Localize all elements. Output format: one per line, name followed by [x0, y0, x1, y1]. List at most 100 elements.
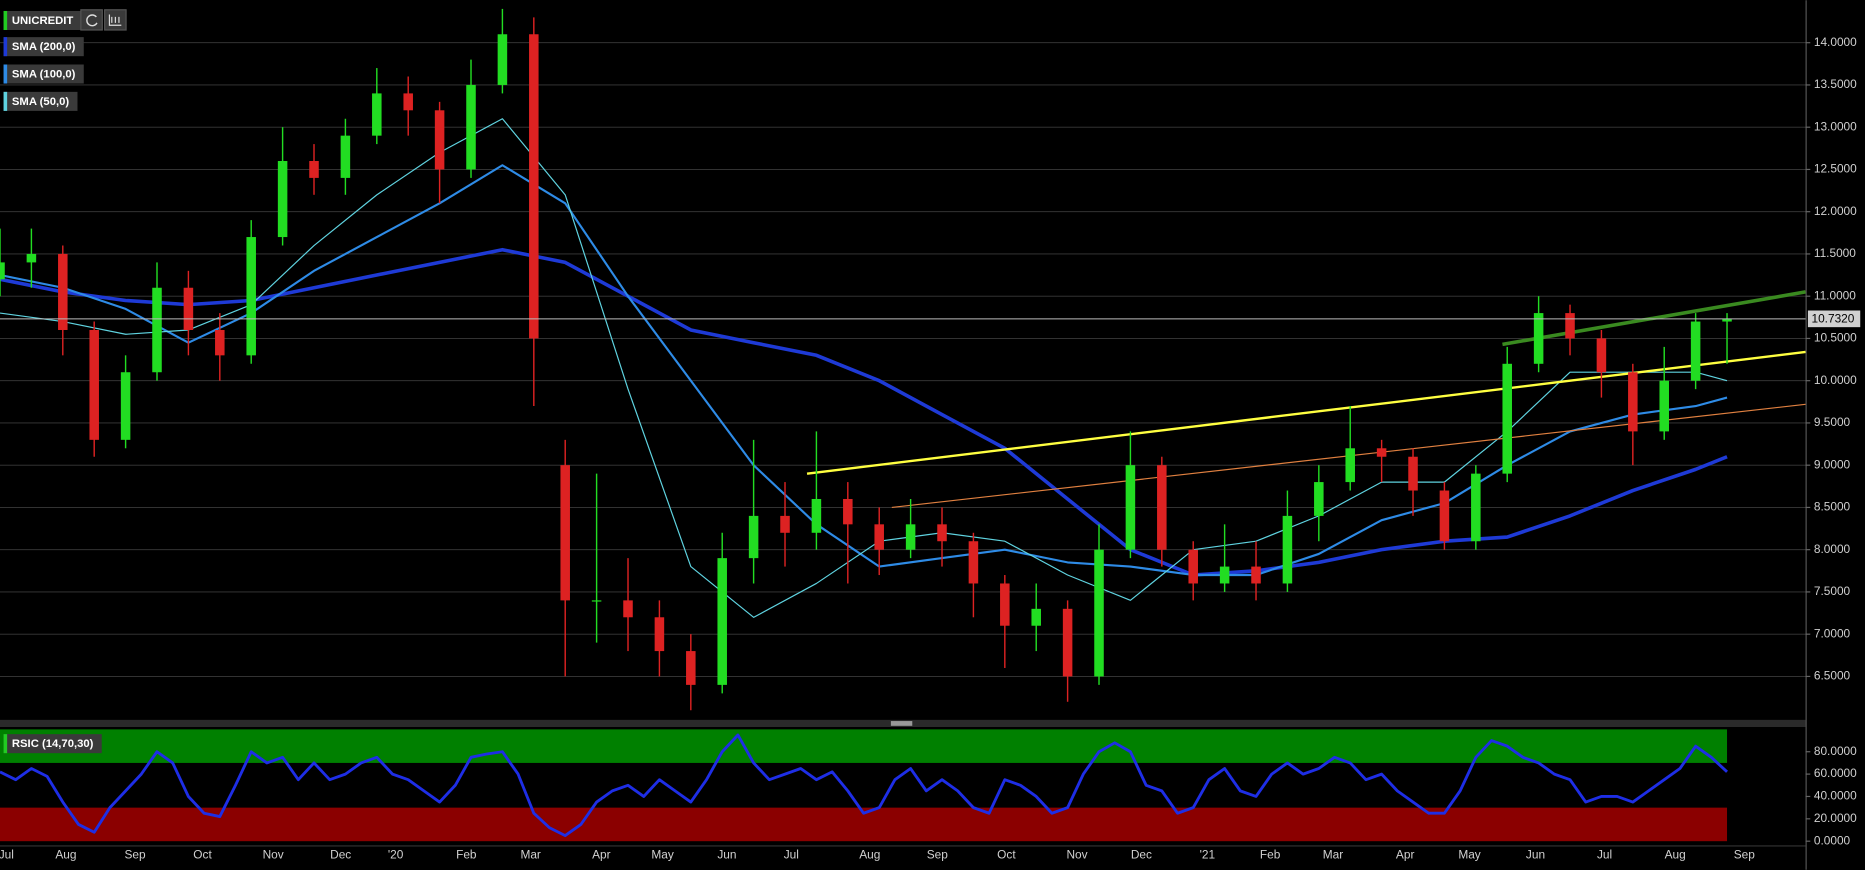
- x-tick-label: May: [651, 848, 673, 862]
- y-tick-label: 12.0000: [1814, 204, 1857, 218]
- x-tick-label: Nov: [263, 848, 284, 862]
- x-tick-label: Feb: [1260, 848, 1281, 862]
- trend-line: [806, 350, 1806, 475]
- x-tick-label: Sep: [124, 848, 146, 862]
- last-price-box: [1807, 310, 1861, 328]
- candle-body: [1565, 313, 1575, 339]
- candle-body: [403, 93, 413, 111]
- candle-body: [717, 558, 727, 685]
- y-tick-label: 11.0000: [1814, 288, 1856, 302]
- legend-swatch: [3, 734, 8, 754]
- x-tick-label: Oct: [193, 848, 212, 862]
- x-tick-label: Jun: [1526, 848, 1545, 862]
- legend-box: [3, 64, 84, 84]
- candle-body: [654, 617, 665, 652]
- candle-body: [937, 524, 947, 542]
- x-tick-label: Jul: [784, 848, 799, 862]
- y-tick-label: 11.5000: [1814, 246, 1856, 260]
- sma-line: [0, 247, 1728, 577]
- legend-label: SMA (200,0): [12, 41, 76, 53]
- legend-item: SMA (200,0): [3, 37, 84, 57]
- x-tick-label: '20: [388, 848, 404, 862]
- x-tick-label: Sep: [927, 848, 949, 862]
- candle-body: [1094, 549, 1104, 677]
- x-tick-label: Dec: [1131, 848, 1152, 862]
- candle-body: [1314, 482, 1324, 516]
- y-tick-label: 9.5000: [1814, 415, 1851, 429]
- candle-body: [120, 372, 131, 440]
- x-tick-label: Jul: [0, 848, 14, 862]
- candle-body: [874, 524, 884, 550]
- candle-body: [780, 515, 790, 533]
- candle-body: [1376, 448, 1387, 457]
- x-tick-label: Feb: [456, 848, 477, 862]
- y-tick-label: 40.0000: [1814, 789, 1857, 803]
- refresh-icon: [86, 14, 98, 27]
- y-tick-label: 10.5000: [1814, 331, 1857, 345]
- y-tick-label: 10.0000: [1814, 373, 1857, 387]
- candle-body: [497, 34, 508, 85]
- x-tick-label: Mar: [520, 848, 540, 862]
- legend-box: [3, 37, 84, 57]
- candle-body: [1188, 549, 1198, 584]
- x-tick-label: Jun: [717, 848, 736, 862]
- last-price-label: 10.7320: [1811, 312, 1854, 326]
- candle-body: [1659, 380, 1669, 432]
- y-tick-label: 9.0000: [1814, 457, 1851, 471]
- separator-handle[interactable]: [890, 721, 913, 726]
- y-tick-label: 6.5000: [1814, 669, 1851, 683]
- settings-icon: [108, 14, 122, 26]
- legend-label: UNICREDIT: [12, 15, 74, 27]
- legend-box: [3, 91, 78, 111]
- refresh-button[interactable]: [80, 9, 103, 31]
- candle-body: [340, 135, 351, 178]
- legend-label: RSIC (14,70,30): [12, 738, 94, 750]
- candle-body: [1722, 319, 1732, 322]
- candle-body: [686, 651, 696, 685]
- y-tick-label: 13.5000: [1814, 77, 1857, 91]
- legend-item: SMA (100,0): [3, 64, 84, 84]
- candle-body: [1471, 473, 1481, 542]
- candle-body: [811, 498, 822, 533]
- x-tick-label: Aug: [1665, 848, 1686, 862]
- candle-body: [277, 161, 288, 238]
- legend-swatch: [3, 10, 8, 31]
- candle-body: [1408, 456, 1418, 491]
- y-tick-label: 7.0000: [1814, 626, 1851, 640]
- plot-layer: 6.5000 7.0000 7.5000 8.0000 8.5000 9.0000 9.50…: [0, 8, 1861, 862]
- candle-body: [1000, 583, 1010, 626]
- candle-body: [246, 237, 256, 356]
- candle-body: [215, 329, 225, 356]
- candle-body: [1596, 338, 1607, 373]
- x-tick-label: '21: [1200, 848, 1216, 862]
- x-tick-label: Dec: [330, 848, 351, 862]
- x-tick-label: Apr: [592, 848, 611, 862]
- candle-body: [1439, 490, 1450, 542]
- candle-body: [1157, 465, 1167, 550]
- y-tick-label: 7.5000: [1814, 584, 1851, 598]
- legend-label: SMA (50,0): [12, 96, 69, 108]
- trend-line: [1502, 290, 1806, 347]
- candle-body: [748, 515, 759, 559]
- y-tick-label: 0.0000: [1814, 833, 1851, 847]
- x-tick-label: Aug: [55, 848, 76, 862]
- candle-body: [89, 329, 99, 440]
- legend-item: RSIC (14,70,30): [3, 734, 102, 754]
- candle-body: [1282, 515, 1293, 584]
- x-tick-label: Jul: [1597, 848, 1612, 862]
- candle-body: [1125, 465, 1136, 550]
- legend-item: UNICREDIT: [3, 10, 82, 31]
- rsi-band: [0, 729, 1728, 763]
- candle-body: [1251, 566, 1261, 584]
- candle-body: [1502, 363, 1512, 474]
- legend-swatch: [3, 91, 8, 111]
- legend-item: SMA (50,0): [3, 91, 78, 111]
- candle-body: [1031, 608, 1041, 626]
- candle-body: [309, 161, 319, 178]
- x-tick-label: Nov: [1066, 848, 1087, 862]
- y-tick-label: 8.0000: [1814, 542, 1851, 556]
- y-tick-label: 13.0000: [1814, 119, 1857, 133]
- y-tick-label: 14.0000: [1814, 35, 1857, 49]
- candle-body: [1219, 566, 1230, 584]
